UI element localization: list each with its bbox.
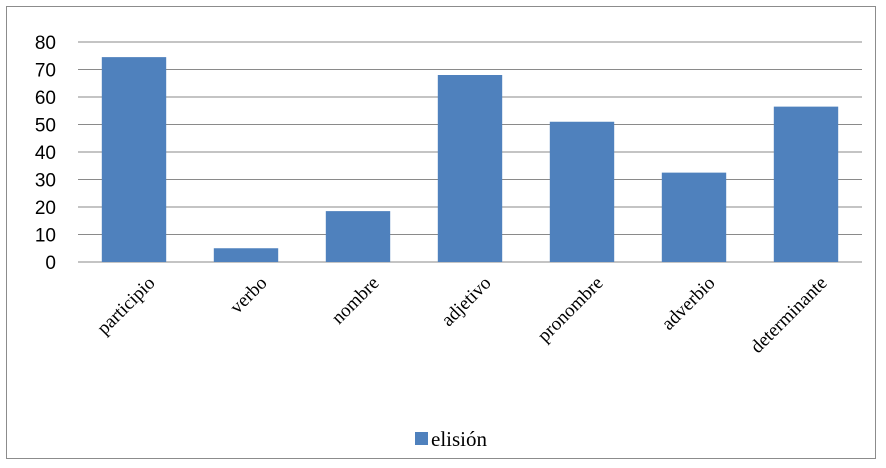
legend-swatch [415,432,428,445]
x-tick-label-nombre: nombre [328,273,384,329]
x-tick-label-adjetivo: adjetivo [437,273,495,331]
x-tick-label-verbo: verbo [226,273,271,318]
bar-adjetivo [437,75,503,262]
x-tick-label-determinante: determinante [747,273,832,358]
bar-participio [101,57,167,262]
y-tick-label: 50 [35,116,56,137]
bar-pronombre [549,121,615,262]
x-axis-ticks: participio verbo nombre adjetivo pronombre ad… [93,273,831,358]
bar-nombre [325,211,391,262]
bar-determinante [773,106,839,262]
y-tick-label: 30 [35,171,56,192]
bars [101,57,839,262]
y-tick-label: 0 [45,253,56,274]
y-tick-label: 10 [35,226,56,247]
bar-adverbio [661,172,727,262]
y-tick-label: 60 [35,88,56,109]
legend: elisión [415,427,487,451]
y-tick-label: 20 [35,198,56,219]
x-tick-label-pronombre: pronombre [534,273,608,347]
legend-label: elisión [431,427,487,451]
y-tick-label: 40 [35,143,56,164]
bar-verbo [213,248,279,262]
y-axis-ticks: 0 10 20 30 40 50 60 70 80 [35,33,56,274]
x-tick-label-adverbio: adverbio [658,273,720,335]
x-tick-label-participio: participio [93,273,159,339]
y-tick-label: 80 [35,33,56,54]
y-tick-label: 70 [35,61,56,82]
